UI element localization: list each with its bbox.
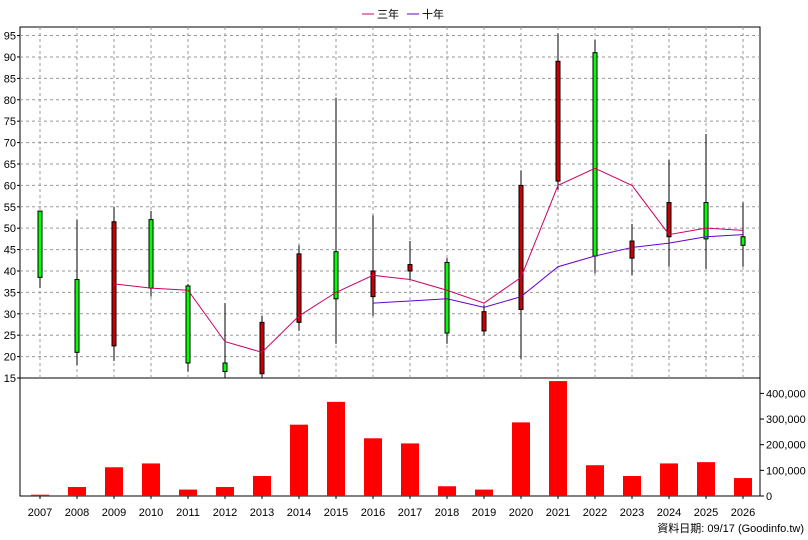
price-tick-label: 90 <box>4 52 16 64</box>
footer-source: 資料日期: 09/17 (Goodinfo.tw) <box>657 521 804 535</box>
price-tick-label: 20 <box>4 352 16 364</box>
candle-body <box>37 210 43 278</box>
price-plot-area <box>19 26 761 379</box>
year-tick-label: 2015 <box>324 507 348 519</box>
volume-bar <box>179 489 197 496</box>
price-tick-label: 35 <box>4 287 16 299</box>
candle-body <box>592 52 598 257</box>
candle-body <box>629 240 635 259</box>
volume-bar <box>290 424 308 496</box>
year-tick-label: 2014 <box>287 507 311 519</box>
year-tick-label: 2007 <box>28 507 52 519</box>
legend: 三年 十年 <box>362 7 444 21</box>
candle-body <box>666 202 672 238</box>
year-tick-label: 2013 <box>250 507 274 519</box>
year-tick-label: 2019 <box>472 507 496 519</box>
year-tick-label: 2009 <box>102 507 126 519</box>
volume-bar <box>68 487 86 496</box>
year-tick-label: 2010 <box>139 507 163 519</box>
volume-bar <box>364 438 382 496</box>
price-tick-label: 60 <box>4 180 16 192</box>
year-tick-label: 2026 <box>731 507 755 519</box>
price-tick-label: 95 <box>4 31 16 43</box>
price-tick-label: 40 <box>4 266 16 278</box>
year-tick-label: 2022 <box>583 507 607 519</box>
legend-label-3yr: 三年 <box>377 7 399 21</box>
candle-body <box>740 236 746 246</box>
series-line <box>113 167 744 353</box>
volume-bar <box>660 463 678 496</box>
candle-body <box>518 184 524 311</box>
price-tick-label: 75 <box>4 116 16 128</box>
volume-tick-label: 100,000 <box>766 465 806 477</box>
year-tick-label: 2012 <box>213 507 237 519</box>
volume-tick-label: 300,000 <box>766 414 806 426</box>
candle-body <box>333 251 339 300</box>
candle-body <box>555 60 561 182</box>
year-tick-label: 2021 <box>546 507 570 519</box>
volume-bar <box>105 467 123 496</box>
candle-body <box>74 279 80 353</box>
price-tick-label: 15 <box>4 373 16 385</box>
candle-body <box>481 311 487 332</box>
year-tick-label: 2024 <box>657 507 681 519</box>
candle-body <box>222 362 228 373</box>
price-tick-label: 30 <box>4 309 16 321</box>
volume-tick-label: 0 <box>766 491 772 503</box>
year-tick-label: 2016 <box>361 507 385 519</box>
year-tick-label: 2020 <box>509 507 533 519</box>
candle-body <box>296 253 302 323</box>
price-y-axis: 15 20 25 30 35 40 45 50 55 60 65 70 75 80 85 90 95 <box>4 31 20 385</box>
candle-body <box>444 261 450 334</box>
volume-bars <box>31 381 752 496</box>
volume-tick-label: 200,000 <box>766 440 806 452</box>
volume-bar <box>475 489 493 496</box>
year-x-axis: 2007 2008 2009 2010 2011 2012 2013 2014 2015 2016… <box>28 496 755 519</box>
candle-body <box>259 321 265 375</box>
price-tick-label: 80 <box>4 95 16 107</box>
price-tick-label: 45 <box>4 245 16 257</box>
volume-bar <box>438 486 456 496</box>
volume-bar <box>253 475 271 496</box>
candle-body <box>148 219 154 289</box>
candle-body <box>703 202 709 240</box>
year-tick-label: 2018 <box>435 507 459 519</box>
year-tick-label: 2023 <box>620 507 644 519</box>
price-tick-label: 85 <box>4 73 16 85</box>
volume-bar <box>512 422 530 496</box>
moving-average-lines <box>113 167 744 353</box>
volume-y-axis: 0 100,000 200,000 300,000 400,000 <box>760 388 806 503</box>
candle-body <box>185 285 191 364</box>
price-tick-label: 50 <box>4 223 16 235</box>
volume-plot-area <box>19 377 761 497</box>
price-tick-label: 65 <box>4 159 16 171</box>
volume-bar <box>549 381 567 496</box>
volume-bar <box>623 475 641 496</box>
candle-body <box>370 270 376 298</box>
price-tick-label: 25 <box>4 330 16 342</box>
series-line <box>372 234 744 308</box>
candle-body <box>407 264 413 272</box>
volume-bar <box>142 463 160 496</box>
volume-bar <box>327 401 345 496</box>
volume-bar <box>734 478 752 496</box>
price-tick-label: 55 <box>4 202 16 214</box>
volume-bar <box>697 462 715 496</box>
year-tick-label: 2017 <box>398 507 422 519</box>
year-tick-label: 2008 <box>65 507 89 519</box>
legend-label-10yr: 十年 <box>422 7 444 21</box>
volume-bar <box>586 465 604 496</box>
year-tick-label: 2011 <box>176 507 200 519</box>
volume-bar <box>31 494 49 496</box>
year-tick-label: 2025 <box>694 507 718 519</box>
volume-bar <box>401 443 419 496</box>
price-tick-label: 70 <box>4 138 16 150</box>
volume-tick-label: 400,000 <box>766 388 806 400</box>
volume-bar <box>216 487 234 496</box>
